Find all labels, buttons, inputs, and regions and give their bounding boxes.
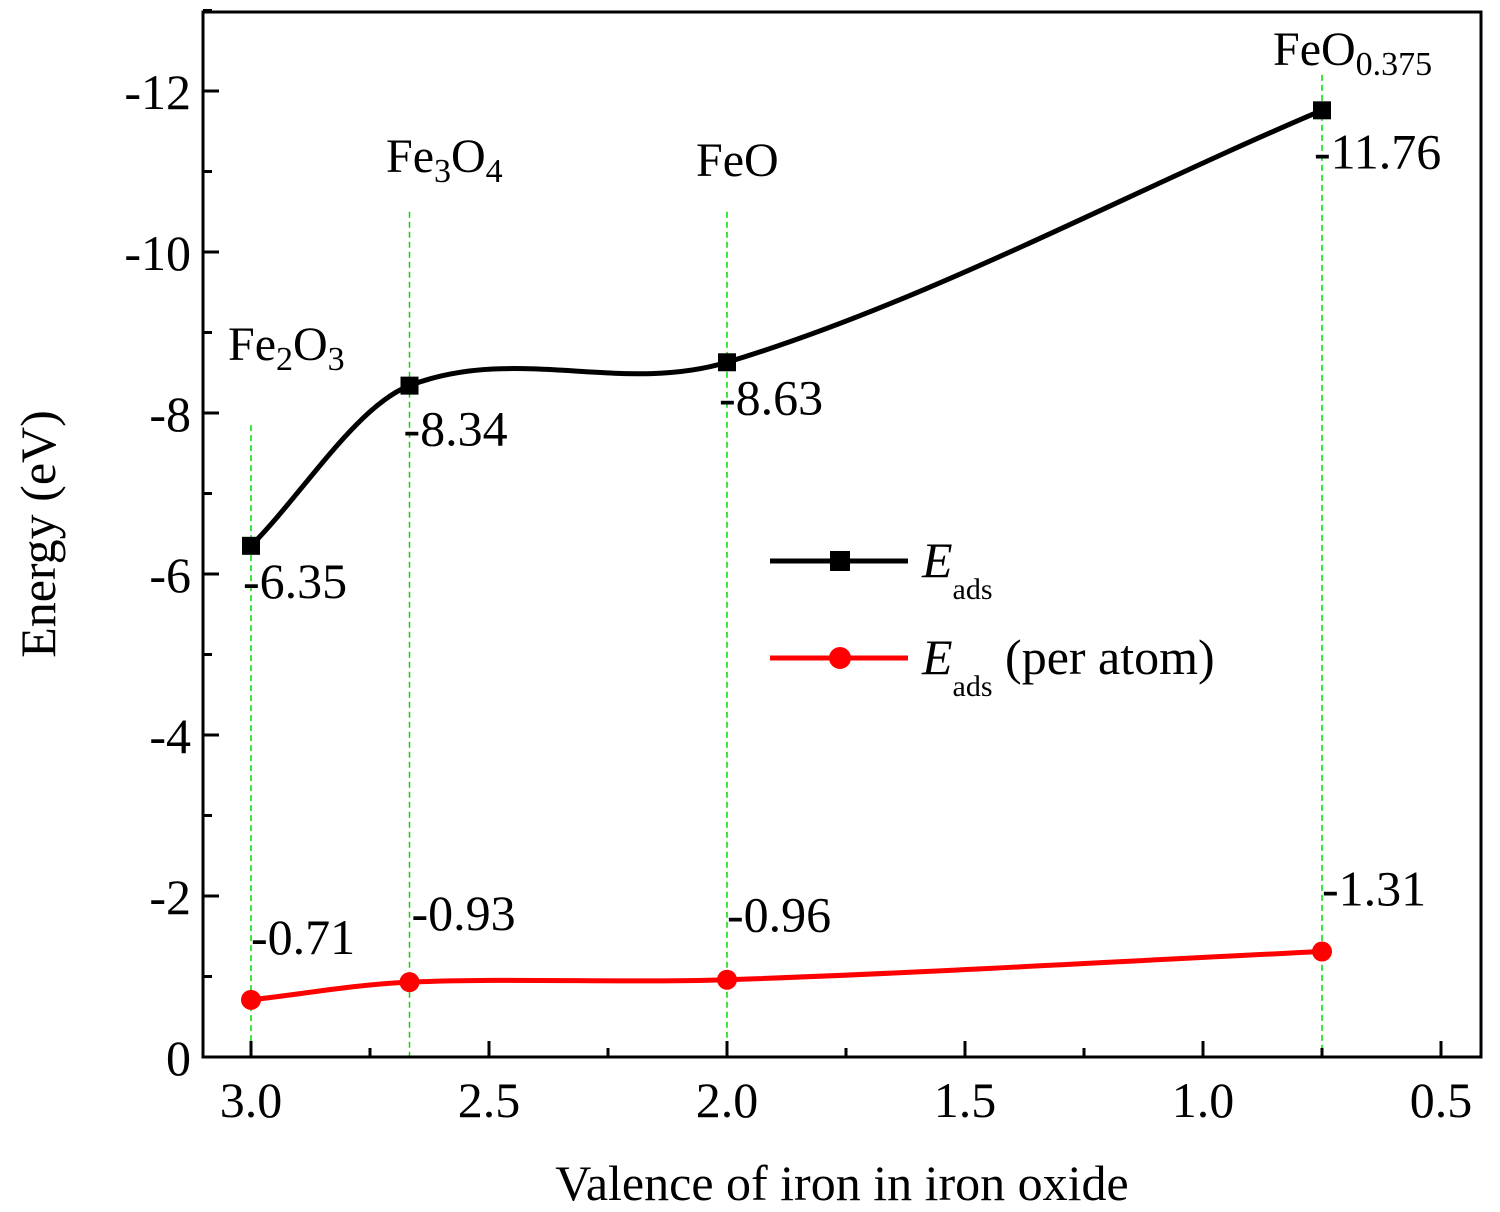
data-point-circle xyxy=(241,989,261,1010)
guide-lines xyxy=(250,74,1323,1057)
data-point-square xyxy=(718,353,736,372)
series-lines xyxy=(249,108,1323,1003)
series-line-1 xyxy=(250,949,1323,1003)
data-label-value: -8.34 xyxy=(404,401,508,457)
data-label-value: -0.71 xyxy=(251,909,355,965)
data-point-square xyxy=(242,536,260,555)
y-tick-label: 0 xyxy=(166,1030,191,1086)
y-tick-label: -10 xyxy=(124,225,191,281)
data-point-circle xyxy=(1312,941,1332,962)
x-tick-label: 1.0 xyxy=(1172,1072,1235,1128)
data-point-circle xyxy=(399,972,420,993)
legend-marker-circle xyxy=(829,647,851,669)
data-point-square xyxy=(400,376,419,395)
x-tick-label: 2.0 xyxy=(696,1072,759,1128)
data-label-value: -6.35 xyxy=(243,553,347,609)
axis-ticks: 3.0 2.5 2.0 1.5 1.0 0.5 0 -2 -4 -6 -8 -10 -12 xyxy=(124,9,1473,1128)
data-label-value: -1.31 xyxy=(1322,861,1426,917)
compound-labels: Fe2O3 Fe3O4 FeO FeO0.375 xyxy=(228,23,1432,378)
legend: Eads Eads (per atom) xyxy=(770,532,1215,703)
y-tick-label: -4 xyxy=(149,708,191,764)
x-tick-label: 0.5 xyxy=(1410,1072,1473,1128)
data-point-square xyxy=(1313,101,1331,120)
data-label-value: -0.96 xyxy=(727,887,831,943)
compound-label: Fe3O4 xyxy=(386,130,503,190)
x-tick-label: 2.5 xyxy=(458,1072,521,1128)
data-label-value: -11.76 xyxy=(1314,123,1441,179)
y-tick-label: -2 xyxy=(149,869,191,925)
y-tick-label: -8 xyxy=(149,386,191,442)
compound-label: FeO xyxy=(696,134,779,187)
data-label-value: -8.63 xyxy=(719,369,823,425)
compound-label: Fe2O3 xyxy=(228,318,345,378)
compound-label: FeO0.375 xyxy=(1273,23,1432,83)
x-tick-label: 1.5 xyxy=(934,1072,997,1128)
y-tick-label: -12 xyxy=(124,64,191,120)
y-axis-title: Energy (eV) xyxy=(10,410,66,658)
x-axis-title: Valence of iron in iron oxide xyxy=(555,1155,1128,1211)
y-tick-label: -6 xyxy=(149,547,191,603)
data-label-value: -0.93 xyxy=(412,885,516,941)
legend-label-1: Eads (per atom) xyxy=(921,629,1215,703)
data-point-circle xyxy=(717,969,737,990)
x-tick-label: 3.0 xyxy=(220,1072,283,1128)
series-markers xyxy=(241,101,1332,1010)
legend-marker-square xyxy=(830,551,850,571)
data-labels: -6.35 -8.34 -8.63 -11.76 -0.71 -0.93 -0.96 -1.3… xyxy=(243,123,1441,965)
plot-frame xyxy=(201,10,1483,1059)
legend-label-0: Eads xyxy=(921,532,993,606)
series-line-0 xyxy=(249,108,1323,548)
